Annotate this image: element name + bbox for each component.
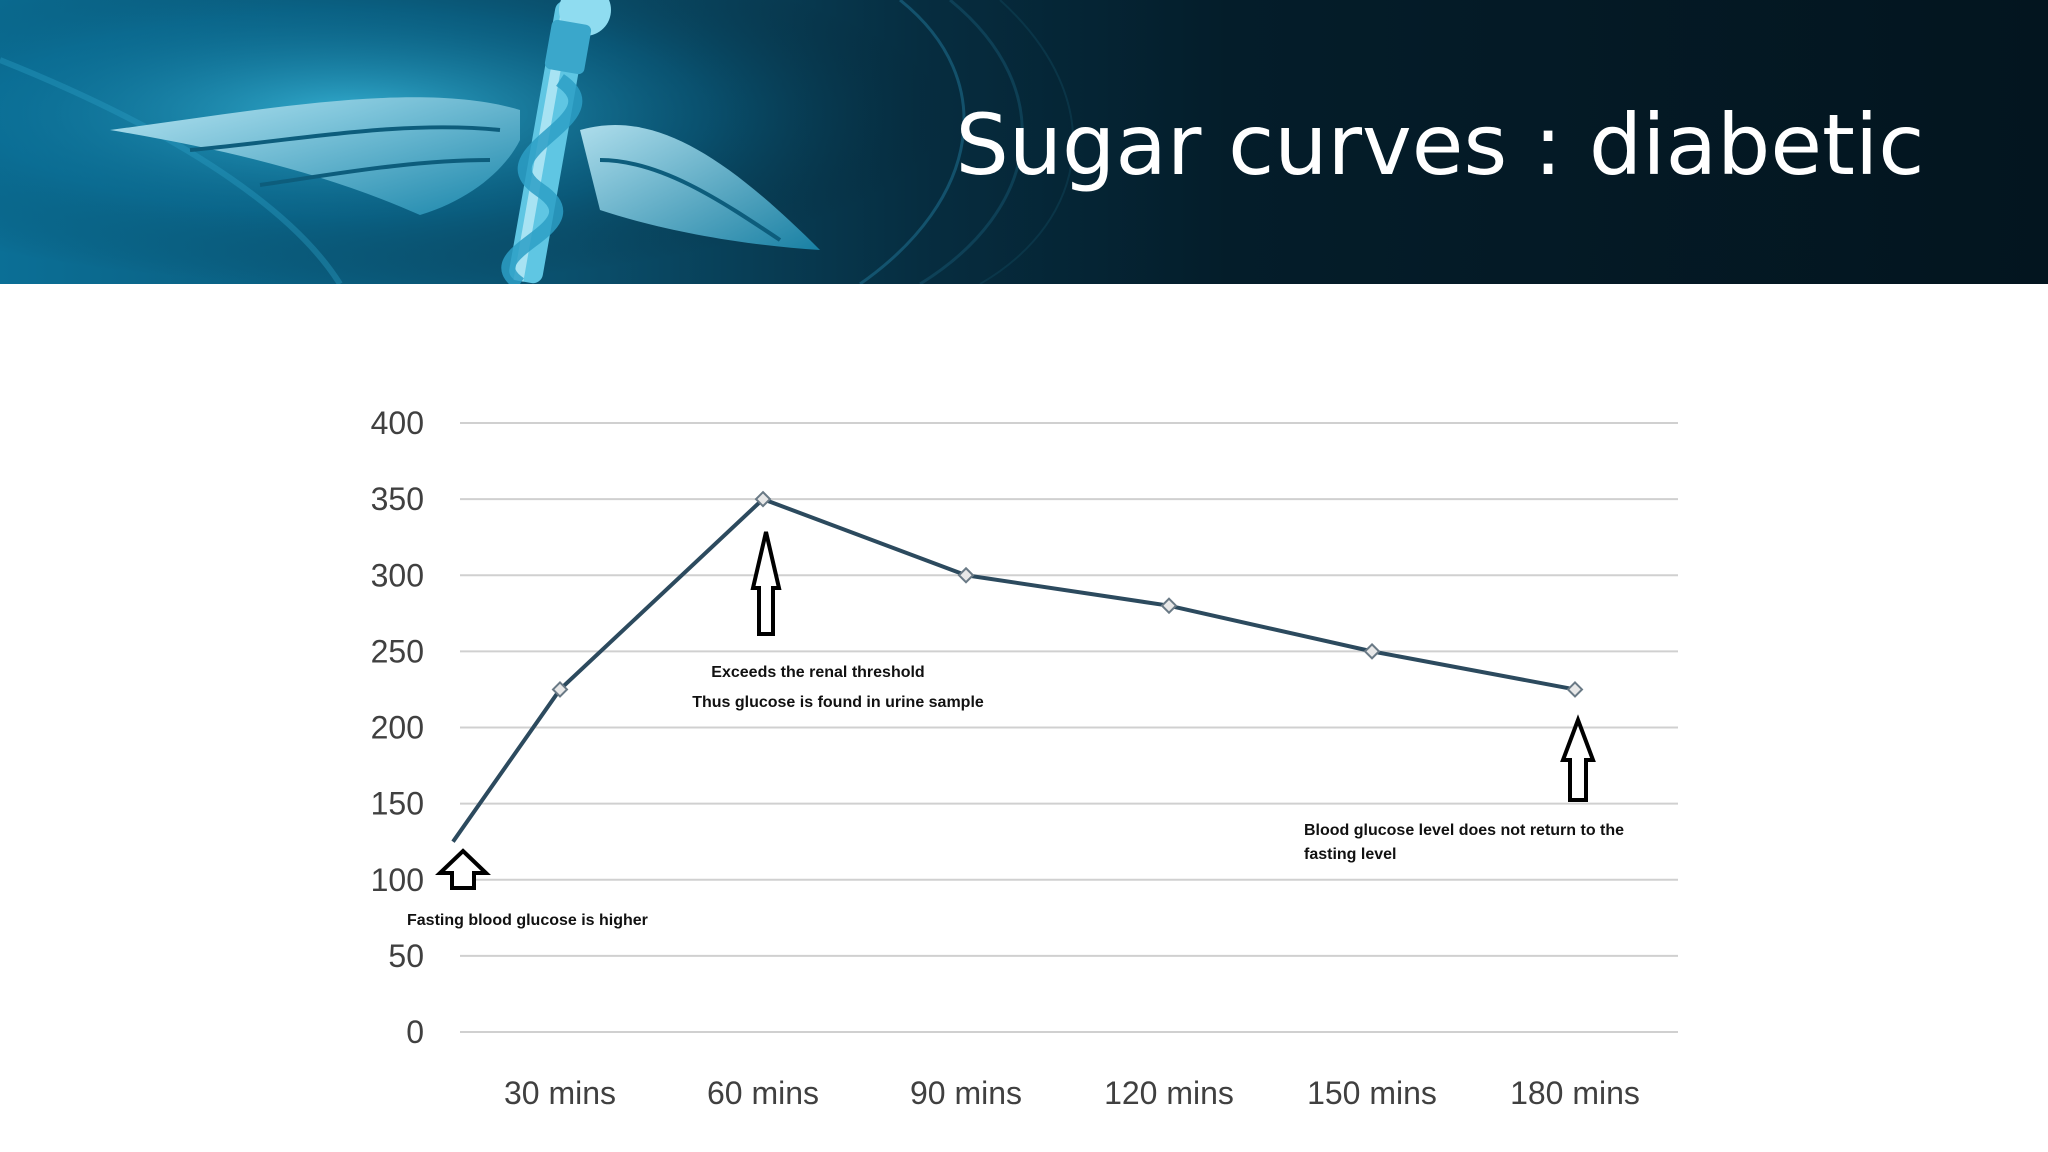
glucose-line-chart: 0 50 100 150 200 250 300 350 400 30 mins 60 mins 90… <box>371 405 1678 1111</box>
y-tick-label: 350 <box>371 481 424 517</box>
data-point <box>957 566 975 584</box>
x-tick-label: 30 mins <box>504 1075 616 1111</box>
caduceus-icon <box>0 0 1075 284</box>
data-point <box>1160 597 1178 615</box>
y-tick-label: 200 <box>371 710 424 746</box>
y-tick-label: 400 <box>371 405 424 441</box>
x-tick-label: 60 mins <box>707 1075 819 1111</box>
annotation-arrow-icon <box>435 848 491 890</box>
annotation-arrow-icon <box>1560 714 1596 802</box>
annotation-label: Exceeds the renal threshold <box>711 664 924 681</box>
data-point <box>1566 681 1584 698</box>
x-tick-label: 120 mins <box>1104 1075 1234 1111</box>
y-tick-label: 150 <box>371 786 424 822</box>
x-tick-label: 180 mins <box>1510 1075 1640 1111</box>
data-point <box>551 681 569 698</box>
annotation-label: Thus glucose is found in urine sample <box>692 694 984 711</box>
annotation-arrow-icon <box>750 531 782 636</box>
annotation-label: Blood glucose level does not return to t… <box>1304 822 1624 839</box>
y-tick-label: 100 <box>371 862 424 898</box>
y-tick-label: 250 <box>371 633 424 669</box>
slide-title: Sugar curves : diabetic <box>955 96 1925 194</box>
x-tick-label: 150 mins <box>1307 1075 1437 1111</box>
y-tick-label: 0 <box>406 1014 424 1050</box>
header-banner: Sugar curves : diabetic <box>0 0 2048 284</box>
y-tick-label: 300 <box>371 557 424 593</box>
annotation-label: Fasting blood glucose is higher <box>407 912 648 929</box>
annotation-label: fasting level <box>1304 846 1396 863</box>
x-tick-label: 90 mins <box>910 1075 1022 1111</box>
data-point <box>754 490 772 508</box>
series-line <box>451 497 1576 843</box>
y-tick-label: 50 <box>388 938 424 974</box>
data-point <box>1363 642 1381 660</box>
